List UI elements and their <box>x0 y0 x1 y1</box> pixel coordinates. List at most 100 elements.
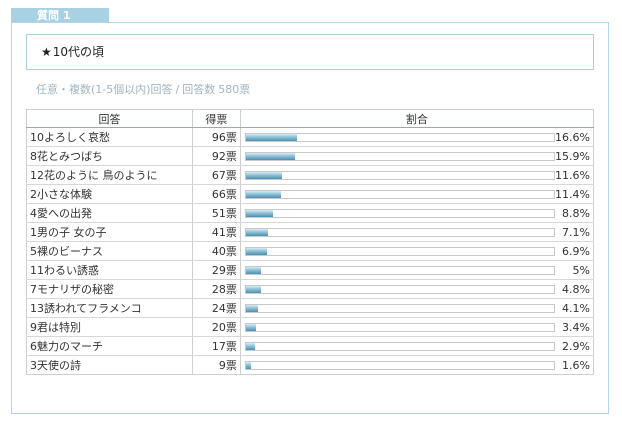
ratio-cell: 4.8% <box>239 279 595 299</box>
vote-count: 20票 <box>191 317 241 337</box>
table-row: 11わるい誘惑 29票 5% <box>26 260 595 280</box>
answer-label: 9君は特別 <box>26 317 193 337</box>
table-row: 6魅力のマーチ 17票 2.9% <box>26 336 595 356</box>
question-tab: 質問 1 <box>11 8 109 23</box>
ratio-bar-track <box>244 266 555 275</box>
vote-count: 40票 <box>191 241 241 261</box>
table-header-row: 回答 得票 割合 <box>26 109 595 128</box>
ratio-bar <box>245 248 268 255</box>
ratio-bar <box>245 343 255 350</box>
ratio-bar <box>245 362 251 369</box>
question-title-text: 10代の頃 <box>52 45 105 59</box>
ratio-percent: 7.1% <box>562 226 590 239</box>
vote-count: 29票 <box>191 260 241 280</box>
table-row: 12花のように 鳥のように 67票 11.6% <box>26 165 595 185</box>
ratio-percent: 6.9% <box>562 245 590 258</box>
table-row: 4愛への出発 51票 8.8% <box>26 203 595 223</box>
ratio-cell: 6.9% <box>239 241 595 261</box>
ratio-cell: 11.6% <box>239 165 595 185</box>
ratio-percent: 4.1% <box>562 302 590 315</box>
results-body: 10よろしく哀愁 96票 16.6% 8花とみつばち 92票 15.9% 12花のように 鳥… <box>26 127 595 375</box>
ratio-cell: 7.1% <box>239 222 595 242</box>
ratio-cell: 2.9% <box>239 336 595 356</box>
ratio-bar <box>245 134 297 141</box>
ratio-cell: 5% <box>239 260 595 280</box>
ratio-cell: 4.1% <box>239 298 595 318</box>
ratio-bar-track <box>244 228 555 237</box>
ratio-bar-track <box>244 209 555 218</box>
vote-count: 41票 <box>191 222 241 242</box>
answer-label: 3天使の詩 <box>26 355 193 375</box>
ratio-bar-track <box>244 342 555 351</box>
answer-label: 11わるい誘惑 <box>26 260 193 280</box>
ratio-bar <box>245 210 273 217</box>
header-votes: 得票 <box>191 109 241 128</box>
ratio-cell: 16.6% <box>239 127 595 147</box>
ratio-cell: 3.4% <box>239 317 595 337</box>
vote-count: 9票 <box>191 355 241 375</box>
ratio-percent: 4.8% <box>562 283 590 296</box>
vote-count: 51票 <box>191 203 241 223</box>
vote-count: 28票 <box>191 279 241 299</box>
ratio-bar-track <box>244 152 555 161</box>
question-panel: ★10代の頃 任意・複数(1-5個以内)回答 / 回答数 580票 回答 得票 割合 … <box>11 22 609 414</box>
header-answer: 回答 <box>26 109 193 128</box>
ratio-cell: 8.8% <box>239 203 595 223</box>
ratio-cell: 1.6% <box>239 355 595 375</box>
ratio-bar <box>245 172 282 179</box>
results-table: 回答 得票 割合 10よろしく哀愁 96票 16.6% 8花とみつばち 92票 15.9%… <box>26 109 595 375</box>
answer-count-label: 回答数 <box>182 83 216 96</box>
vote-count: 67票 <box>191 165 241 185</box>
ratio-cell: 11.4% <box>239 184 595 204</box>
vote-count: 92票 <box>191 146 241 166</box>
ratio-percent: 16.6% <box>555 131 590 144</box>
question-title: ★10代の頃 <box>26 34 594 70</box>
ratio-bar-track <box>244 285 555 294</box>
answer-label: 12花のように 鳥のように <box>26 165 193 185</box>
answer-label: 4愛への出発 <box>26 203 193 223</box>
answer-label: 13誘われてフラメンコ <box>26 298 193 318</box>
answer-count-value: 580票 <box>218 83 251 96</box>
ratio-percent: 15.9% <box>555 150 590 163</box>
ratio-percent: 11.4% <box>555 188 590 201</box>
table-row: 13誘われてフラメンコ 24票 4.1% <box>26 298 595 318</box>
answer-label: 7モナリザの秘密 <box>26 279 193 299</box>
answer-label: 2小さな体験 <box>26 184 193 204</box>
vote-count: 96票 <box>191 127 241 147</box>
table-row: 8花とみつばち 92票 15.9% <box>26 146 595 166</box>
ratio-percent: 3.4% <box>562 321 590 334</box>
ratio-percent: 8.8% <box>562 207 590 220</box>
table-row: 2小さな体験 66票 11.4% <box>26 184 595 204</box>
meta-separator: / <box>175 83 180 96</box>
vote-count: 66票 <box>191 184 241 204</box>
ratio-bar-track <box>244 247 555 256</box>
ratio-percent: 1.6% <box>562 359 590 372</box>
table-row: 10よろしく哀愁 96票 16.6% <box>26 127 595 147</box>
table-row: 5裸のビーナス 40票 6.9% <box>26 241 595 261</box>
star-icon: ★ <box>41 45 52 59</box>
answer-label: 6魅力のマーチ <box>26 336 193 356</box>
ratio-bar-track <box>244 323 555 332</box>
vote-count: 17票 <box>191 336 241 356</box>
answer-label: 1男の子 女の子 <box>26 222 193 242</box>
ratio-bar <box>245 229 268 236</box>
table-row: 7モナリザの秘密 28票 4.8% <box>26 279 595 299</box>
ratio-cell: 15.9% <box>239 146 595 166</box>
answer-type: 任意・複数(1-5個以内)回答 <box>36 83 173 96</box>
ratio-percent: 11.6% <box>555 169 590 182</box>
ratio-bar-track <box>244 190 555 199</box>
answer-meta: 任意・複数(1-5個以内)回答 / 回答数 580票 <box>36 81 253 97</box>
ratio-bar-track <box>244 361 555 370</box>
ratio-bar <box>245 286 261 293</box>
ratio-bar-track <box>244 171 555 180</box>
ratio-bar <box>245 324 257 331</box>
answer-label: 10よろしく哀愁 <box>26 127 193 147</box>
ratio-bar <box>245 267 262 274</box>
table-row: 1男の子 女の子 41票 7.1% <box>26 222 595 242</box>
ratio-bar <box>245 153 295 160</box>
header-ratio: 割合 <box>239 109 595 128</box>
ratio-bar-track <box>244 133 555 142</box>
table-row: 3天使の詩 9票 1.6% <box>26 355 595 375</box>
ratio-bar <box>245 305 259 312</box>
answer-label: 5裸のビーナス <box>26 241 193 261</box>
